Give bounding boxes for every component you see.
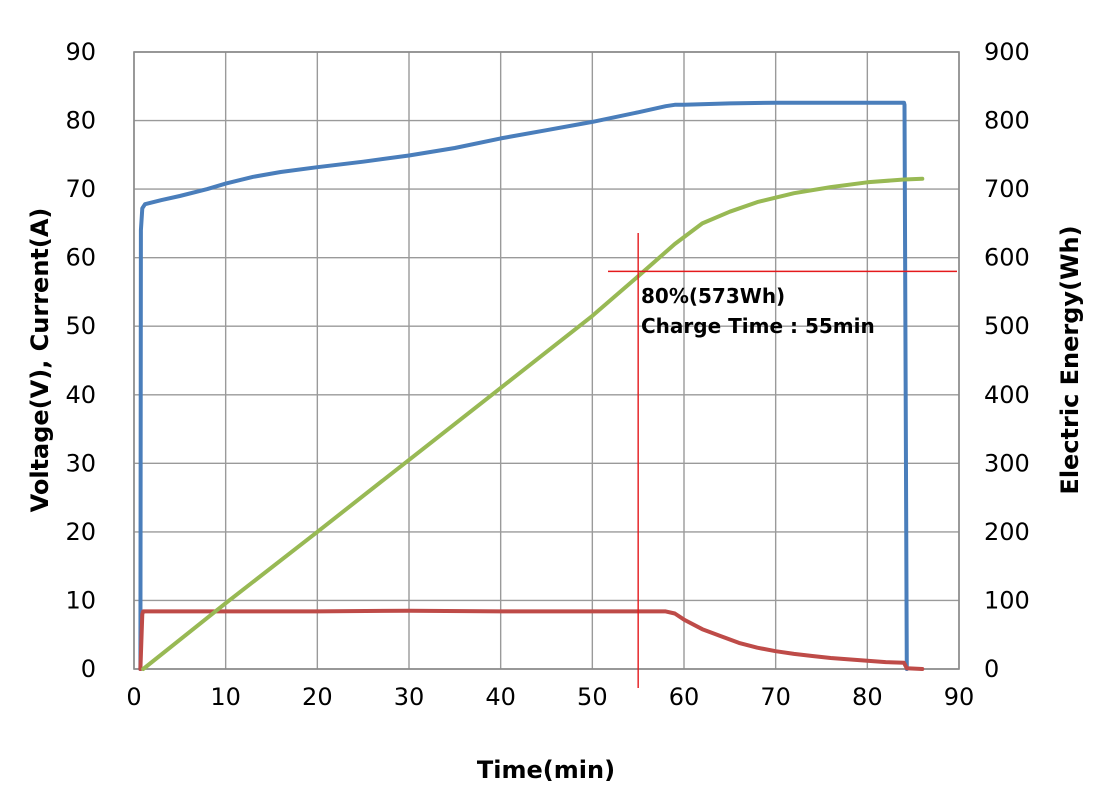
charge-marker	[608, 233, 957, 688]
current-line	[138, 608, 925, 671]
y-tick-label: 30	[65, 449, 96, 477]
y-tick-label: 90	[65, 38, 96, 66]
x-tick-label: 40	[485, 683, 516, 711]
y2-tick-label: 200	[984, 518, 1030, 546]
y-axis-label: Voltage(V), Current(A)	[26, 208, 54, 513]
x-tick-label: 10	[210, 683, 241, 711]
x-tick-label: 30	[394, 683, 425, 711]
x-axis-label: Time(min)	[477, 756, 615, 784]
y-tick-label: 50	[65, 312, 96, 340]
y2-tick-label: 900	[984, 38, 1030, 66]
x-tick-label: 50	[577, 683, 608, 711]
series-lines	[138, 100, 925, 671]
x-tick-labels: 0 10 20 30 40 50 60 70 80 90	[126, 683, 974, 711]
energy-line	[141, 176, 925, 671]
y-tick-label: 20	[65, 518, 96, 546]
plot-frame	[133, 51, 960, 670]
y2-tick-label: 700	[984, 175, 1030, 203]
y-tick-label: 60	[65, 244, 96, 272]
y2-tick-label: 400	[984, 381, 1030, 409]
y-tick-label: 0	[81, 655, 96, 683]
y2-tick-label: 300	[984, 449, 1030, 477]
y-left-tick-labels: 0 10 20 30 40 50 60 70 80 90	[65, 38, 96, 683]
x-tick-label: 80	[852, 683, 883, 711]
y2-tick-label: 100	[984, 586, 1030, 614]
x-tick-label: 60	[669, 683, 700, 711]
x-tick-label: 20	[302, 683, 333, 711]
y2-axis-label: Electric Energy(Wh)	[1056, 225, 1084, 494]
y2-tick-label: 0	[984, 655, 999, 683]
y2-tick-label: 800	[984, 107, 1030, 135]
x-tick-label: 0	[126, 683, 141, 711]
x-tick-label: 70	[760, 683, 791, 711]
x-tick-label: 90	[944, 683, 975, 711]
y-right-tick-labels: 0 100 200 300 400 500 600 700 800 900	[984, 38, 1030, 683]
voltage-line	[138, 100, 909, 671]
y-tick-label: 80	[65, 107, 96, 135]
y2-tick-label: 500	[984, 312, 1030, 340]
annotation-percent: 80%(573Wh)	[641, 284, 785, 308]
y2-tick-label: 600	[984, 244, 1030, 272]
y-tick-label: 10	[65, 586, 96, 614]
annotation-charge-time: Charge Time : 55min	[641, 314, 875, 338]
y-tick-label: 40	[65, 381, 96, 409]
y-tick-label: 70	[65, 175, 96, 203]
